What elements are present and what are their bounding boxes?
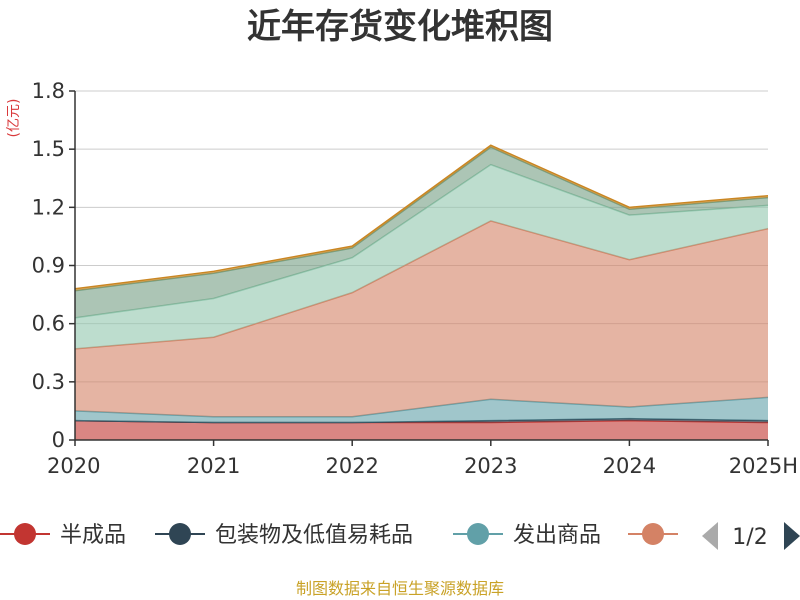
legend-label: 发出商品 [513,523,601,548]
y-tick-label: 1.2 [32,195,65,219]
y-tick-label: 1.5 [32,137,65,161]
legend-label: 半成品 [60,523,126,548]
legend-item[interactable]: 半成品 [0,523,126,548]
area-series-3 [75,397,768,423]
legend-item[interactable] [628,523,678,545]
y-tick-labels: 0 0.3 0.6 0.9 1.2 1.5 1.8 [32,79,75,452]
y-tick-label: 1.8 [32,79,65,103]
x-tick-label: 2025H [729,454,798,478]
chart-title: 近年存货变化堆积图 [247,7,553,47]
legend-item[interactable]: 包装物及低值易耗品 [155,523,413,548]
legend-label: 包装物及低值易耗品 [215,523,413,548]
area-line-7 [74,144,769,290]
x-tick-label: 2021 [187,454,240,478]
y-unit-label: (亿元) [6,99,22,138]
legend-pager: 1/2 [702,522,800,550]
y-tick-label: 0.3 [32,370,65,394]
legend: 半成品 包装物及低值易耗品 发出商品 [0,523,678,548]
area-series-6 [75,147,768,318]
y-tick-label: 0.6 [32,312,65,336]
next-page-icon[interactable] [784,522,800,550]
legend-marker [642,523,664,545]
x-tick-labels: 2020 2021 2022 2023 2024 2025H [47,440,798,478]
y-tick-label: 0 [52,428,65,452]
data-source-note: 制图数据来自恒生聚源数据库 [296,579,504,598]
legend-marker [14,523,36,545]
x-tick-label: 2020 [47,454,100,478]
legend-page-indicator: 1/2 [732,525,767,550]
prev-page-icon[interactable] [702,522,718,550]
legend-marker [467,523,489,545]
y-tick-label: 0.9 [32,254,65,278]
x-tick-label: 2023 [464,454,517,478]
legend-item[interactable]: 发出商品 [453,523,601,548]
x-tick-label: 2024 [603,454,656,478]
stacked-areas [74,144,769,440]
area-series-4 [75,220,768,417]
x-tick-label: 2022 [325,454,378,478]
area-series-5 [75,164,768,349]
area-series-1 [75,420,768,440]
legend-marker [169,523,191,545]
